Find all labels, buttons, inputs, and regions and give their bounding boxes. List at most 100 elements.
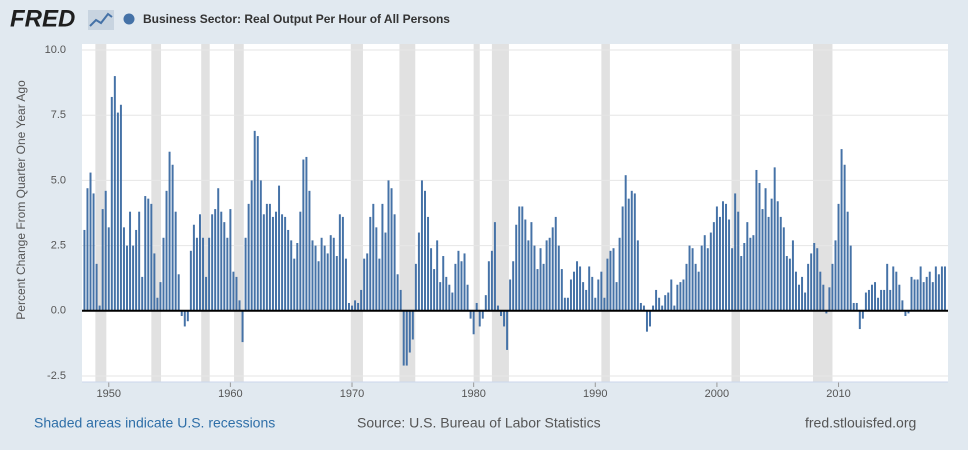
x-tick-label: 2000 [705, 388, 729, 400]
brand-logo[interactable]: FRED [10, 5, 75, 32]
bar [290, 240, 293, 311]
bar [299, 211, 302, 311]
bar [101, 209, 104, 311]
bar [913, 279, 916, 311]
bar [329, 235, 332, 311]
recession-shade [601, 44, 610, 382]
bar [168, 151, 171, 311]
y-tick-label: -2.5 [47, 370, 66, 382]
bar [758, 183, 761, 311]
bar [852, 302, 855, 311]
recession-shade [201, 44, 210, 382]
bar [192, 224, 195, 311]
bar [606, 258, 609, 311]
bar [731, 248, 734, 311]
bar [585, 289, 588, 311]
bar [174, 211, 177, 311]
bar [542, 263, 545, 311]
bar [515, 224, 518, 311]
recession-shade [95, 44, 107, 382]
bar [770, 198, 773, 311]
bar [828, 287, 831, 311]
bar [804, 292, 807, 311]
bar [284, 216, 287, 311]
bar [308, 190, 311, 311]
bar [484, 295, 487, 311]
bar [855, 302, 858, 311]
bar [223, 222, 226, 311]
bar [609, 250, 612, 311]
bar [296, 242, 299, 311]
bar [655, 289, 658, 311]
bar [241, 310, 244, 343]
bar [512, 261, 515, 311]
bar [338, 214, 341, 311]
bar [810, 253, 813, 311]
bar [883, 289, 886, 311]
bar [83, 229, 86, 311]
bar [645, 310, 648, 332]
bar [582, 282, 585, 311]
bar [545, 240, 548, 311]
bar [664, 295, 667, 311]
bar [700, 245, 703, 311]
legend-label: Business Sector: Real Output Per Hour of… [143, 12, 450, 26]
bar [271, 216, 274, 311]
bar [347, 302, 350, 311]
bar [369, 216, 372, 311]
bar [493, 222, 496, 311]
source-note: Source: U.S. Bureau of Labor Statistics [357, 415, 601, 431]
bar [767, 216, 770, 311]
bar [801, 276, 804, 311]
recession-shade [812, 44, 833, 382]
bar [357, 302, 360, 311]
bar [682, 279, 685, 311]
bar [262, 214, 265, 311]
bar [439, 282, 442, 311]
bar [375, 227, 378, 311]
bar [363, 258, 366, 311]
site-url[interactable]: fred.stlouisfed.org [805, 415, 916, 431]
bar [293, 258, 296, 311]
bar [849, 245, 852, 311]
bar [734, 193, 737, 311]
bar [268, 203, 271, 311]
bar [685, 263, 688, 311]
bar [332, 237, 335, 311]
bar [326, 253, 329, 311]
bar [481, 310, 484, 319]
recession-shade [473, 44, 480, 382]
bar [639, 302, 642, 311]
bar [463, 253, 466, 311]
bar [220, 211, 223, 311]
bar [594, 297, 597, 311]
bar [232, 271, 235, 311]
bar [518, 206, 521, 311]
bar [302, 159, 305, 311]
bar [709, 232, 712, 311]
bar [676, 284, 679, 311]
bar [864, 292, 867, 311]
bar [202, 237, 205, 311]
bar [433, 269, 436, 311]
bar [244, 237, 247, 311]
bar [825, 310, 828, 314]
bar [506, 310, 509, 350]
bar [378, 258, 381, 311]
recessions-link[interactable]: Shaded areas indicate U.S. recessions [34, 415, 275, 431]
recession-shade [151, 44, 162, 382]
bar [335, 256, 338, 311]
bar [548, 237, 551, 311]
bar [798, 284, 800, 311]
bar [119, 104, 122, 311]
bar [478, 310, 481, 327]
bar [712, 222, 715, 311]
bar [898, 284, 901, 311]
bar [846, 211, 849, 311]
bar [901, 300, 904, 311]
bar [557, 245, 560, 311]
bar [98, 305, 101, 311]
bar [235, 276, 238, 311]
